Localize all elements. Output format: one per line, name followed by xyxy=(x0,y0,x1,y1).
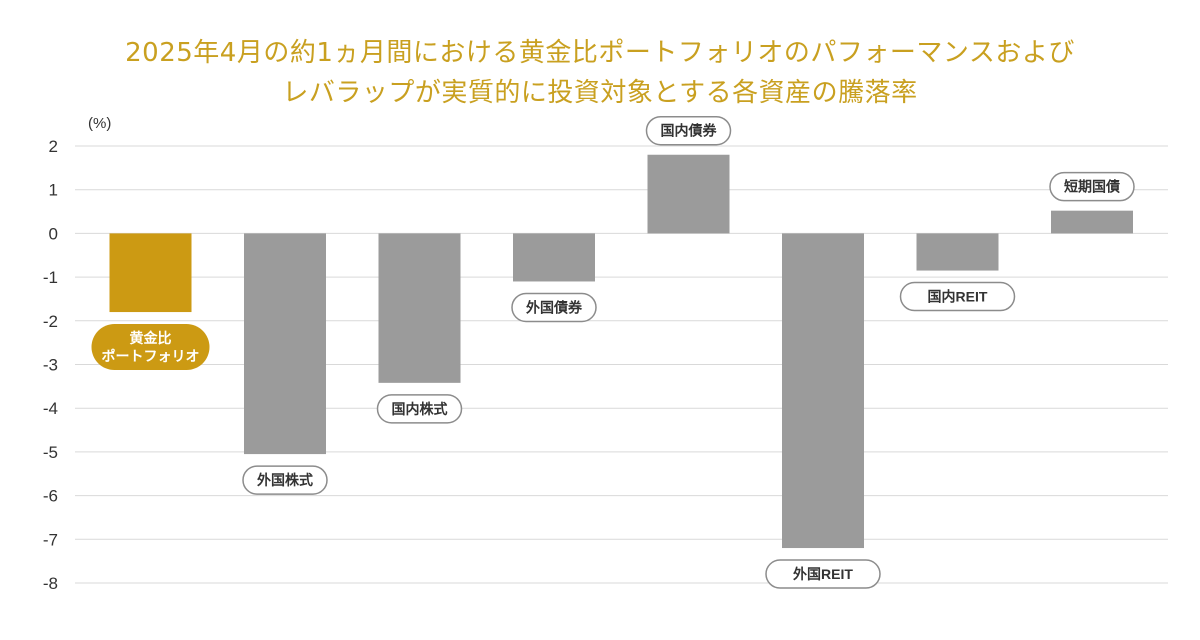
category-label-pill xyxy=(899,281,1016,312)
category-label: 外国株式 xyxy=(242,465,328,495)
bar xyxy=(109,233,192,313)
category-label: 国内REIT xyxy=(899,281,1016,312)
y-tick-label: -8 xyxy=(43,574,58,593)
y-tick-label: 1 xyxy=(49,181,58,200)
y-tick-label: 2 xyxy=(49,137,58,156)
bar xyxy=(782,233,864,549)
bar xyxy=(378,233,461,383)
category-label: 黄金比ポートフォリオ xyxy=(91,324,210,371)
category-label-pill xyxy=(242,465,328,495)
category-label: 国内債券 xyxy=(645,115,732,146)
y-tick-label: -4 xyxy=(43,399,58,418)
bar xyxy=(1051,210,1133,234)
category-label-pill xyxy=(645,115,732,146)
y-tick-label: 0 xyxy=(49,224,58,243)
category-label-pill xyxy=(376,394,463,424)
category-label: 短期国債 xyxy=(1049,171,1135,202)
category-label-text: 短期国債 xyxy=(1064,179,1120,195)
y-axis-unit: (%) xyxy=(88,115,111,132)
y-tick-label: -1 xyxy=(43,268,58,287)
category-label-text: 国内株式 xyxy=(392,401,448,417)
category-label-pill xyxy=(511,292,597,323)
category-label: 国内株式 xyxy=(376,394,463,424)
y-tick-label: -6 xyxy=(43,487,58,506)
category-label-pill xyxy=(1049,171,1135,202)
category-label-text: 外国REIT xyxy=(793,566,853,582)
category-label: 外国REIT xyxy=(765,559,881,589)
category-label-text: 国内債券 xyxy=(661,123,718,139)
category-label-text: 外国債券 xyxy=(526,299,583,315)
category-label-text: 国内REIT xyxy=(928,289,988,305)
y-tick-label: -3 xyxy=(43,356,58,375)
y-tick-label: -7 xyxy=(43,530,58,549)
y-tick-label: -2 xyxy=(43,312,58,331)
bar xyxy=(647,154,730,234)
bar xyxy=(244,233,326,455)
chart-subtitle: レバラップが実質的に投資対象とする各資産の騰落率 xyxy=(282,78,918,108)
category-label-pill xyxy=(765,559,881,589)
category-label-text: ポートフォリオ xyxy=(102,348,200,364)
y-tick-label: -5 xyxy=(43,443,58,462)
chart-title: 2025年4月の約1ヵ月間における黄金比ポートフォリオのパフォーマンスおよび xyxy=(125,38,1075,68)
bar xyxy=(513,233,595,282)
category-label-text: 黄金比 xyxy=(130,330,172,346)
bar xyxy=(916,233,999,271)
category-label-text: 外国株式 xyxy=(257,472,313,488)
category-label-pill xyxy=(91,324,210,371)
category-label: 外国債券 xyxy=(511,292,597,323)
